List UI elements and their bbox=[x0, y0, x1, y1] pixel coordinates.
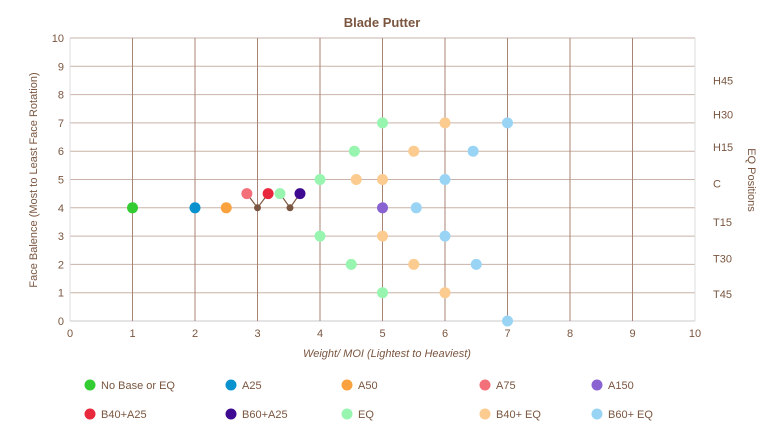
data-point bbox=[274, 188, 286, 200]
x-tick-label: 3 bbox=[254, 328, 260, 340]
connector-point bbox=[286, 204, 294, 212]
legend-marker bbox=[84, 379, 96, 391]
legend-label: B60+ EQ bbox=[608, 409, 653, 421]
legend-label: A50 bbox=[358, 380, 378, 392]
y2-tick-label: T15 bbox=[713, 217, 732, 229]
y-tick-label: 4 bbox=[58, 203, 64, 215]
y-tick-label: 10 bbox=[52, 33, 64, 45]
data-point bbox=[220, 202, 232, 214]
legend-label: EQ bbox=[358, 409, 374, 421]
legend-marker bbox=[225, 379, 237, 391]
y-tick-label: 0 bbox=[58, 316, 64, 328]
x-tick-label: 1 bbox=[129, 328, 135, 340]
data-point bbox=[439, 174, 451, 185]
legend-label: B60+A25 bbox=[242, 409, 288, 421]
legend-marker bbox=[479, 408, 491, 420]
data-point bbox=[439, 117, 451, 129]
x-tick-label: 9 bbox=[629, 328, 635, 340]
y2-tick-label: T45 bbox=[713, 289, 732, 301]
legend-label: No Base or EQ bbox=[101, 380, 175, 392]
x-tick-label: 7 bbox=[504, 328, 510, 340]
y-tick-label: 5 bbox=[58, 175, 64, 187]
data-point bbox=[467, 145, 479, 157]
x-tick-label: 8 bbox=[567, 328, 573, 340]
x-tick-label: 2 bbox=[192, 328, 198, 340]
legend-marker bbox=[341, 379, 353, 391]
data-point bbox=[502, 315, 513, 327]
data-point bbox=[439, 230, 451, 242]
data-point bbox=[189, 202, 201, 214]
data-point bbox=[241, 188, 253, 200]
data-point bbox=[294, 188, 306, 200]
legend-marker bbox=[84, 408, 96, 420]
y-axis-label: Face Balence (Most to Least Face Rotatio… bbox=[28, 72, 40, 287]
y-tick-label: 1 bbox=[58, 288, 64, 300]
legend-label: B40+A25 bbox=[101, 409, 147, 421]
y-tick-label: 7 bbox=[58, 118, 64, 130]
legend-marker bbox=[591, 379, 603, 391]
legend-label: A75 bbox=[496, 380, 516, 392]
data-point bbox=[350, 174, 362, 185]
y-tick-label: 3 bbox=[58, 231, 64, 243]
y-tick-label: 8 bbox=[58, 90, 64, 102]
data-point bbox=[348, 145, 360, 157]
legend-marker bbox=[225, 408, 237, 420]
chart-title: Blade Putter bbox=[344, 15, 421, 30]
data-point bbox=[439, 287, 451, 299]
data-point bbox=[314, 174, 326, 185]
data-point bbox=[127, 202, 138, 214]
data-point bbox=[377, 230, 388, 242]
data-point bbox=[377, 202, 388, 214]
connector-point bbox=[254, 204, 261, 212]
data-point bbox=[502, 117, 513, 129]
y2-tick-label: C bbox=[713, 179, 721, 191]
y-tick-label: 6 bbox=[58, 146, 64, 158]
x-tick-label: 0 bbox=[67, 328, 73, 340]
legend-label: A25 bbox=[242, 380, 262, 392]
y2-tick-label: T30 bbox=[713, 254, 732, 266]
y-tick-label: 2 bbox=[58, 259, 64, 271]
data-point bbox=[408, 258, 420, 270]
y2-tick-label: H45 bbox=[713, 75, 733, 87]
data-point bbox=[470, 258, 482, 270]
data-point bbox=[262, 188, 274, 200]
data-point bbox=[314, 230, 326, 242]
x-axis-label: Weight/ MOI (Lightest to Heaviest) bbox=[303, 348, 471, 360]
y2-axis-label: EQ Positions bbox=[745, 148, 757, 212]
legend-label: A150 bbox=[608, 380, 634, 392]
x-tick-label: 4 bbox=[317, 328, 323, 340]
y2-tick-label: H30 bbox=[713, 109, 733, 121]
legend-marker bbox=[341, 408, 353, 420]
data-point bbox=[377, 174, 388, 185]
data-point bbox=[410, 202, 422, 214]
x-tick-label: 5 bbox=[379, 328, 385, 340]
data-point bbox=[377, 117, 388, 129]
data-point bbox=[345, 258, 357, 270]
y-tick-label: 9 bbox=[58, 61, 64, 73]
x-tick-label: 10 bbox=[689, 328, 701, 340]
y2-tick-label: H15 bbox=[713, 142, 733, 154]
legend-label: B40+ EQ bbox=[496, 409, 541, 421]
data-point bbox=[408, 145, 420, 157]
data-point bbox=[377, 287, 388, 299]
legend-marker bbox=[479, 379, 491, 391]
x-tick-label: 6 bbox=[442, 328, 448, 340]
legend-marker bbox=[591, 408, 603, 420]
